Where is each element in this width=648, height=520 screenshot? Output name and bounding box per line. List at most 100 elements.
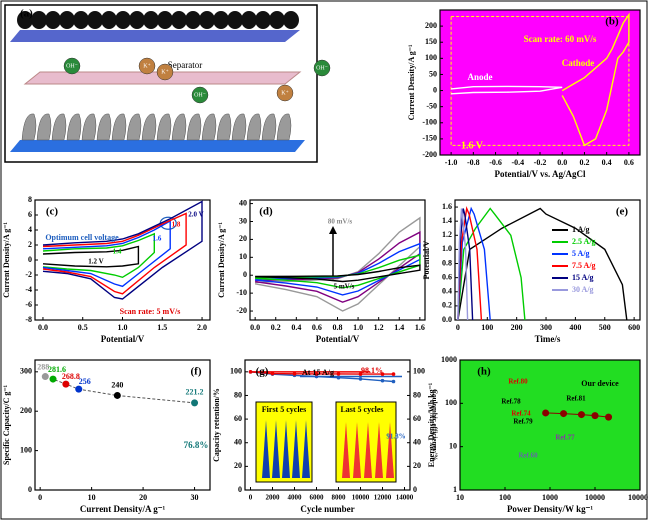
- point: [75, 385, 83, 393]
- ion-label: OH⁻: [194, 92, 206, 98]
- x-axis-label: Current Density/A g⁻¹: [80, 504, 166, 514]
- nanosheet: [201, 113, 217, 141]
- sphere: [269, 11, 285, 29]
- y-tick-label: -20: [236, 306, 247, 315]
- x-tick-label: 0.4: [291, 323, 301, 332]
- y-tick-label: 1.4: [442, 216, 452, 225]
- y-tick-label: -10: [236, 288, 247, 297]
- sphere: [45, 11, 61, 29]
- x-tick-label: 0.0: [250, 323, 260, 332]
- y-tick-label: 2: [28, 240, 32, 249]
- nanosheet: [21, 113, 37, 141]
- inset-cycle: [342, 422, 350, 478]
- series-label: 1.8: [172, 221, 181, 229]
- y-tick-label: -8: [25, 315, 32, 324]
- ion: [138, 57, 156, 75]
- y-tick-label: 100: [425, 53, 437, 62]
- y-tick-label: -100: [422, 118, 437, 127]
- annotation: 91.8%: [386, 433, 405, 441]
- sphere: [59, 11, 75, 29]
- y-tick-label: 20: [234, 461, 242, 470]
- ion: [156, 63, 174, 81]
- annotation: 1.6 V: [461, 140, 484, 151]
- y-tick-label: 30: [239, 216, 247, 225]
- series-line: [42, 219, 171, 288]
- y-tick-label: -150: [422, 134, 437, 143]
- point: [605, 413, 613, 421]
- legend-label: 15 A/g: [572, 273, 594, 282]
- series-label: Anode: [467, 72, 492, 82]
- x-tick-label: 0.2: [271, 323, 281, 332]
- x-tick-label: 0.4: [602, 158, 612, 167]
- point: [591, 412, 599, 420]
- nanosheet: [246, 113, 262, 141]
- point: [358, 377, 363, 381]
- point: [577, 411, 585, 419]
- y-tick-label: 1.2: [442, 230, 452, 239]
- nanosheet: [36, 113, 52, 141]
- window-box: [450, 15, 630, 146]
- nanosheet: [186, 113, 202, 141]
- inset-cycle: [272, 420, 280, 478]
- nanosheet: [171, 113, 187, 141]
- y2-axis-label: Coulombic efficiency/%: [430, 389, 438, 461]
- y2-tick-label: 100: [413, 367, 425, 376]
- plot-area: [454, 199, 641, 321]
- series-line: [42, 200, 203, 300]
- x-tick-label: 12000: [374, 494, 392, 502]
- inset-cycle: [386, 422, 394, 478]
- nanosheet: [231, 113, 247, 141]
- y-tick-label: 200: [20, 406, 32, 415]
- annotation: Ref.80: [508, 378, 528, 386]
- series-line: [561, 12, 630, 147]
- ion-label: K⁺: [143, 62, 151, 69]
- sphere: [87, 11, 103, 29]
- x-tick-label: 100000: [628, 493, 648, 502]
- nanosheet: [81, 113, 97, 141]
- y-tick-label: 300: [20, 367, 32, 376]
- y-tick-label: 0: [28, 255, 32, 264]
- y-tick-label: -200: [422, 150, 437, 159]
- x-tick-label: 200: [511, 323, 523, 332]
- y-tick-label: 100: [230, 367, 242, 376]
- x-tick-label: 300: [540, 323, 552, 332]
- series-label: Our device: [581, 379, 619, 388]
- series-line: [250, 371, 394, 383]
- inset-cycle: [262, 420, 270, 478]
- sphere: [241, 11, 257, 29]
- schematic: Separator OH⁻ K⁺ K⁺ OH⁻ OH⁻ K⁺ (a): [4, 4, 331, 163]
- x-tick-label: 0.6: [312, 323, 322, 332]
- ion: [191, 86, 209, 104]
- x-axis-label: Time/s: [535, 334, 561, 344]
- y-tick-label: 0.2: [442, 301, 452, 310]
- sphere: [199, 11, 215, 29]
- x-tick-label: 10: [456, 493, 464, 502]
- annotation: 5 mV/s: [334, 283, 355, 291]
- series-line: [42, 212, 187, 295]
- series-line: [42, 232, 155, 279]
- x-axis-label: Potential/V: [101, 334, 145, 344]
- series-label: 1.6: [153, 235, 162, 243]
- y-tick-label: 0.6: [442, 272, 452, 281]
- annotation: Ref.78: [501, 398, 521, 406]
- point: [336, 372, 341, 376]
- x-tick-label: 100: [499, 493, 511, 502]
- nanosheet: [156, 113, 172, 141]
- x-axis-label: Cycle number: [300, 504, 354, 514]
- value-label: 240: [111, 380, 123, 389]
- y-tick-label: -50: [426, 101, 437, 110]
- sphere: [115, 11, 131, 29]
- value-label: 268.8: [62, 372, 80, 381]
- annotation: 98.1%: [361, 366, 383, 375]
- separator-label: Separator: [168, 60, 202, 70]
- panel-label: (e): [616, 206, 629, 218]
- annotation: Ref.77: [555, 434, 575, 442]
- ion-label: OH⁻: [316, 65, 328, 71]
- y-tick-label: 60: [234, 414, 242, 423]
- y-tick-label: -6: [25, 300, 32, 309]
- point: [292, 372, 297, 376]
- ion: [276, 84, 294, 102]
- x-tick-label: 0.5: [78, 323, 88, 332]
- ion: [63, 57, 81, 75]
